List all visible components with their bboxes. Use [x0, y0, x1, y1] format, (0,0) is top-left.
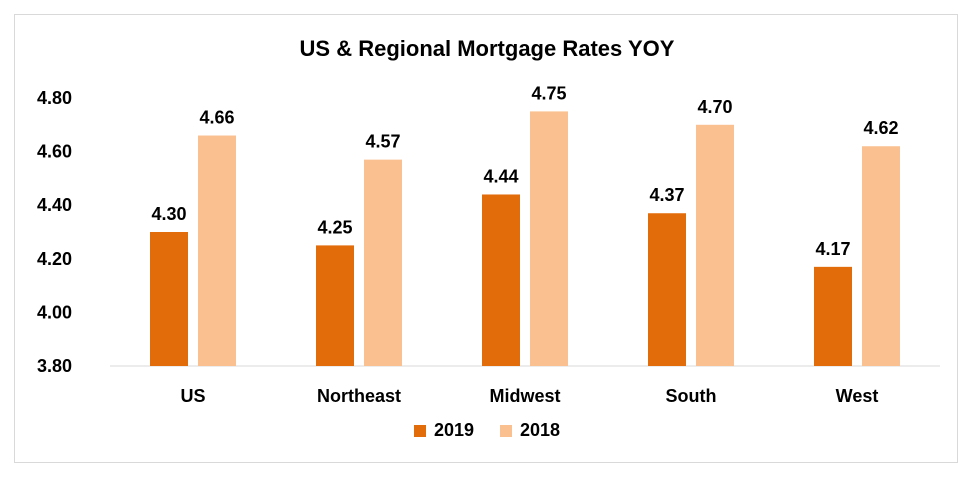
bar-2018-south: [696, 124, 734, 366]
data-label-2019-west: 4.17: [815, 239, 850, 259]
x-tick-label-midwest: Midwest: [489, 386, 560, 406]
y-tick-label: 4.00: [37, 302, 72, 322]
legend-label-2018: 2018: [520, 420, 561, 440]
bar-2019-west: [814, 266, 852, 366]
data-label-2019-midwest: 4.44: [483, 166, 518, 186]
x-tick-label-south: South: [666, 386, 717, 406]
chart-title: US & Regional Mortgage Rates YOY: [299, 36, 675, 61]
data-label-2018-midwest: 4.75: [531, 83, 566, 103]
legend-item-2019: 2019: [413, 420, 474, 441]
bar-2018-northeast: [364, 159, 402, 366]
legend: 2019 2018: [0, 420, 974, 441]
legend-label-2019: 2019: [433, 420, 474, 440]
data-label-2019-us: 4.30: [151, 204, 186, 224]
bar-2019-us: [150, 232, 188, 366]
bar-2019-south: [648, 213, 686, 366]
legend-swatch-2019: [413, 424, 426, 437]
bar-2019-midwest: [482, 194, 520, 366]
bar-2018-midwest: [530, 111, 568, 367]
data-label-2018-south: 4.70: [697, 97, 732, 117]
bar-2018-us: [198, 135, 236, 366]
bar-2019-northeast: [316, 245, 354, 366]
y-tick-label: 4.20: [37, 249, 72, 269]
legend-swatch-2018: [500, 424, 512, 437]
y-tick-label: 3.80: [37, 356, 72, 376]
y-tick-label: 4.40: [37, 195, 72, 215]
bar-2018-west: [862, 146, 900, 366]
data-label-2019-south: 4.37: [649, 185, 684, 205]
x-tick-label-us: US: [180, 386, 205, 406]
data-label-2018-us: 4.66: [199, 108, 234, 128]
x-tick-label-west: West: [836, 386, 879, 406]
data-label-2019-northeast: 4.25: [317, 217, 352, 237]
data-label-2018-west: 4.62: [863, 118, 898, 138]
legend-item-2018: 2018: [500, 420, 560, 441]
x-tick-label-northeast: Northeast: [317, 386, 401, 406]
y-tick-label: 4.80: [37, 88, 72, 108]
data-label-2018-northeast: 4.57: [365, 132, 400, 152]
y-tick-label: 4.60: [37, 142, 72, 162]
